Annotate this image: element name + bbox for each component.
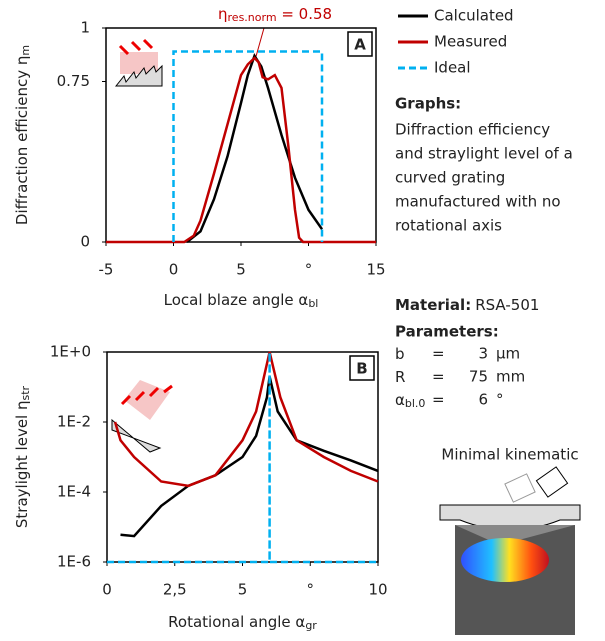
annotation-sub: res.norm: [228, 11, 277, 24]
parameters-heading: Parameters:: [395, 323, 499, 341]
x-axis-label: Rotational angle αgr: [168, 613, 317, 633]
x-axis-label-main: Rotational angle α: [168, 613, 305, 631]
param-symbol-main: R: [395, 368, 405, 386]
graphs-line: manufactured with no: [395, 193, 561, 211]
y-tick-label: 1E+0: [50, 343, 91, 361]
param-symbol: R: [395, 368, 405, 386]
y-tick-label: 1E-2: [57, 413, 91, 431]
x-tick-label: 0: [102, 581, 112, 599]
param-unit: mm: [496, 368, 525, 386]
series-line: [107, 352, 378, 564]
annotation-text: = 0.58: [277, 5, 333, 23]
param-value: 6: [478, 391, 488, 409]
annotation: ηres.norm = 0.58: [218, 5, 332, 25]
param-value: 3: [478, 345, 488, 363]
series-line: [120, 376, 379, 538]
y-axis-label-sub: str: [19, 385, 32, 400]
x-axis-label-sub: bl: [308, 297, 318, 310]
y-axis-label-sub: m: [19, 45, 32, 56]
param-value: 75: [469, 368, 488, 386]
material-label: Material:: [395, 296, 471, 314]
series-line: [113, 351, 379, 488]
y-axis-label: Diffraction efficiency ηm: [13, 45, 33, 225]
icon-a: [114, 38, 163, 87]
x-tick-label: 10: [368, 581, 387, 599]
photo: [439, 466, 581, 635]
param-eq: =: [432, 391, 445, 409]
legend-label: Calculated: [434, 7, 514, 25]
series-line: [172, 50, 324, 242]
panel-label-box: [349, 355, 375, 381]
y-tick-label: 0.75: [57, 72, 90, 90]
x-tick-label: 0: [169, 261, 179, 279]
x-axis-label-main: Local blaze angle α: [164, 291, 309, 309]
x-tick-label: °: [305, 261, 313, 279]
param-symbol: b: [395, 345, 405, 363]
param-unit: µm: [496, 345, 520, 363]
annotation-line: [254, 27, 265, 61]
legend-label: Measured: [434, 33, 507, 51]
x-tick-label: 15: [366, 261, 385, 279]
param-symbol-main: α: [395, 391, 405, 409]
y-tick-label: 1E-4: [57, 483, 91, 501]
x-tick-label: °: [307, 581, 315, 599]
series-line: [186, 52, 324, 243]
material-value: RSA-501: [475, 296, 539, 314]
y-tick-label: 1: [80, 19, 90, 37]
y-axis-label-main: Diffraction efficiency η: [13, 56, 31, 225]
series-line: [106, 56, 376, 244]
param-symbol-main: b: [395, 345, 405, 363]
material: Material: RSA-501: [395, 296, 539, 314]
y-tick-label: 1E-6: [57, 553, 91, 571]
y-tick-label: 0: [80, 233, 90, 251]
legend-label: Ideal: [434, 59, 471, 77]
panel-label: A: [354, 36, 366, 54]
graphs-line: curved grating: [395, 169, 505, 187]
graphs-line: Diffraction efficiency: [395, 121, 550, 139]
param-eq: =: [432, 345, 445, 363]
param-symbol-sub: bl.0: [405, 397, 426, 410]
x-axis-label-sub: gr: [305, 619, 317, 632]
param-unit: °: [496, 391, 504, 409]
icon-b: [111, 380, 173, 453]
graphs-line: rotational axis: [395, 217, 502, 235]
x-tick-label: 5: [238, 581, 248, 599]
y-axis-label-main: Straylight level η: [13, 400, 31, 528]
param-symbol: αbl.0: [395, 391, 425, 411]
annotation-symbol: η: [218, 5, 228, 23]
x-tick-label: 5: [236, 261, 246, 279]
graphs-heading: Graphs:: [395, 95, 461, 113]
image-caption: Minimal kinematic: [441, 446, 578, 464]
panel-label: B: [356, 360, 367, 378]
x-tick-label: 2,5: [163, 581, 187, 599]
x-tick-label: -5: [99, 261, 114, 279]
panel-label-box: [347, 31, 373, 57]
param-eq: =: [432, 368, 445, 386]
y-axis-label: Straylight level ηstr: [13, 385, 33, 528]
x-axis-label: Local blaze angle αbl: [164, 291, 319, 311]
graphs-line: and straylight level of a: [395, 145, 573, 163]
